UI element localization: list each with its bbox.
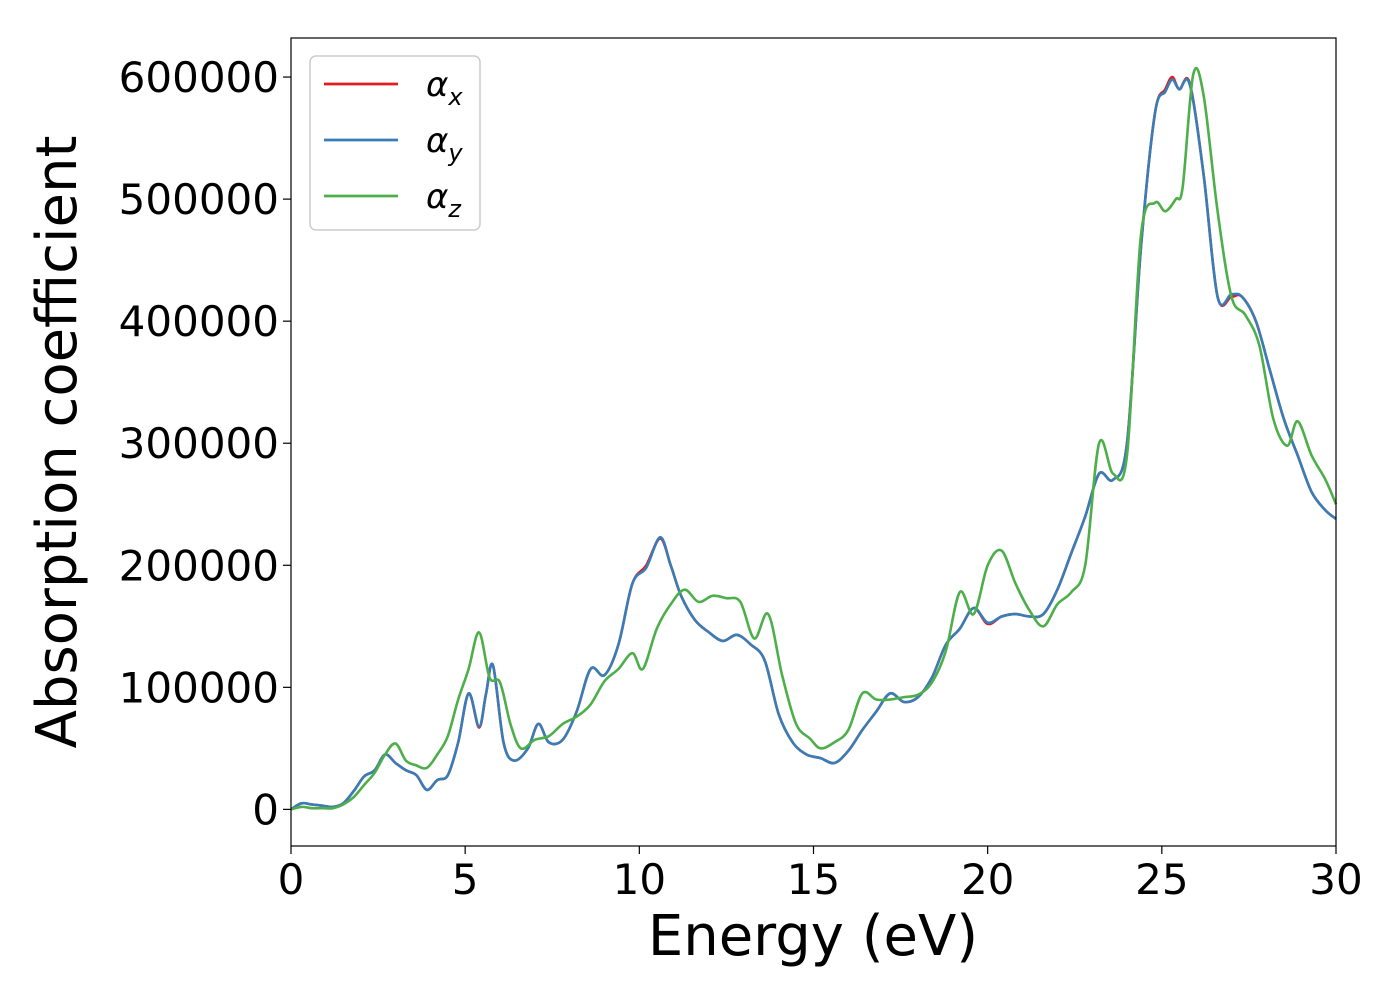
series-line-alpha_y bbox=[290, 77, 1337, 811]
legend: αx αy αz bbox=[309, 55, 481, 231]
x-tick-label: 10 bbox=[613, 855, 666, 904]
series-line-alpha_z bbox=[290, 66, 1338, 811]
legend-label-alpha_x: αx bbox=[426, 65, 463, 111]
y-tick-label: 300000 bbox=[119, 419, 279, 468]
y-tick-label: 0 bbox=[252, 785, 279, 834]
y-axis-label: Absorption coefficient bbox=[25, 136, 90, 749]
y-tick-label: 400000 bbox=[119, 297, 279, 346]
y-tick-label: 100000 bbox=[119, 663, 279, 712]
x-tick-label: 0 bbox=[278, 855, 305, 904]
y-axis: 0 100000 200000 300000 400000 500000 600000 bbox=[119, 53, 291, 834]
x-tick-label: 30 bbox=[1309, 855, 1362, 904]
legend-box bbox=[309, 55, 481, 231]
x-tick-label: 25 bbox=[1135, 855, 1188, 904]
y-tick-label: 500000 bbox=[119, 175, 279, 224]
y-tick-label: 200000 bbox=[119, 541, 279, 590]
legend-label-alpha_y: αy bbox=[426, 121, 463, 167]
series-layer bbox=[290, 66, 1338, 811]
y-tick-label: 600000 bbox=[119, 53, 279, 102]
x-tick-label: 5 bbox=[452, 855, 479, 904]
x-axis: 0 5 10 15 20 25 30 bbox=[278, 846, 1363, 904]
x-tick-label: 20 bbox=[961, 855, 1014, 904]
legend-label-alpha_z: αz bbox=[426, 177, 462, 223]
x-axis-label: Energy (eV) bbox=[648, 904, 978, 969]
legend-entries: αx αy αz bbox=[324, 65, 463, 223]
x-tick-label: 15 bbox=[787, 855, 840, 904]
